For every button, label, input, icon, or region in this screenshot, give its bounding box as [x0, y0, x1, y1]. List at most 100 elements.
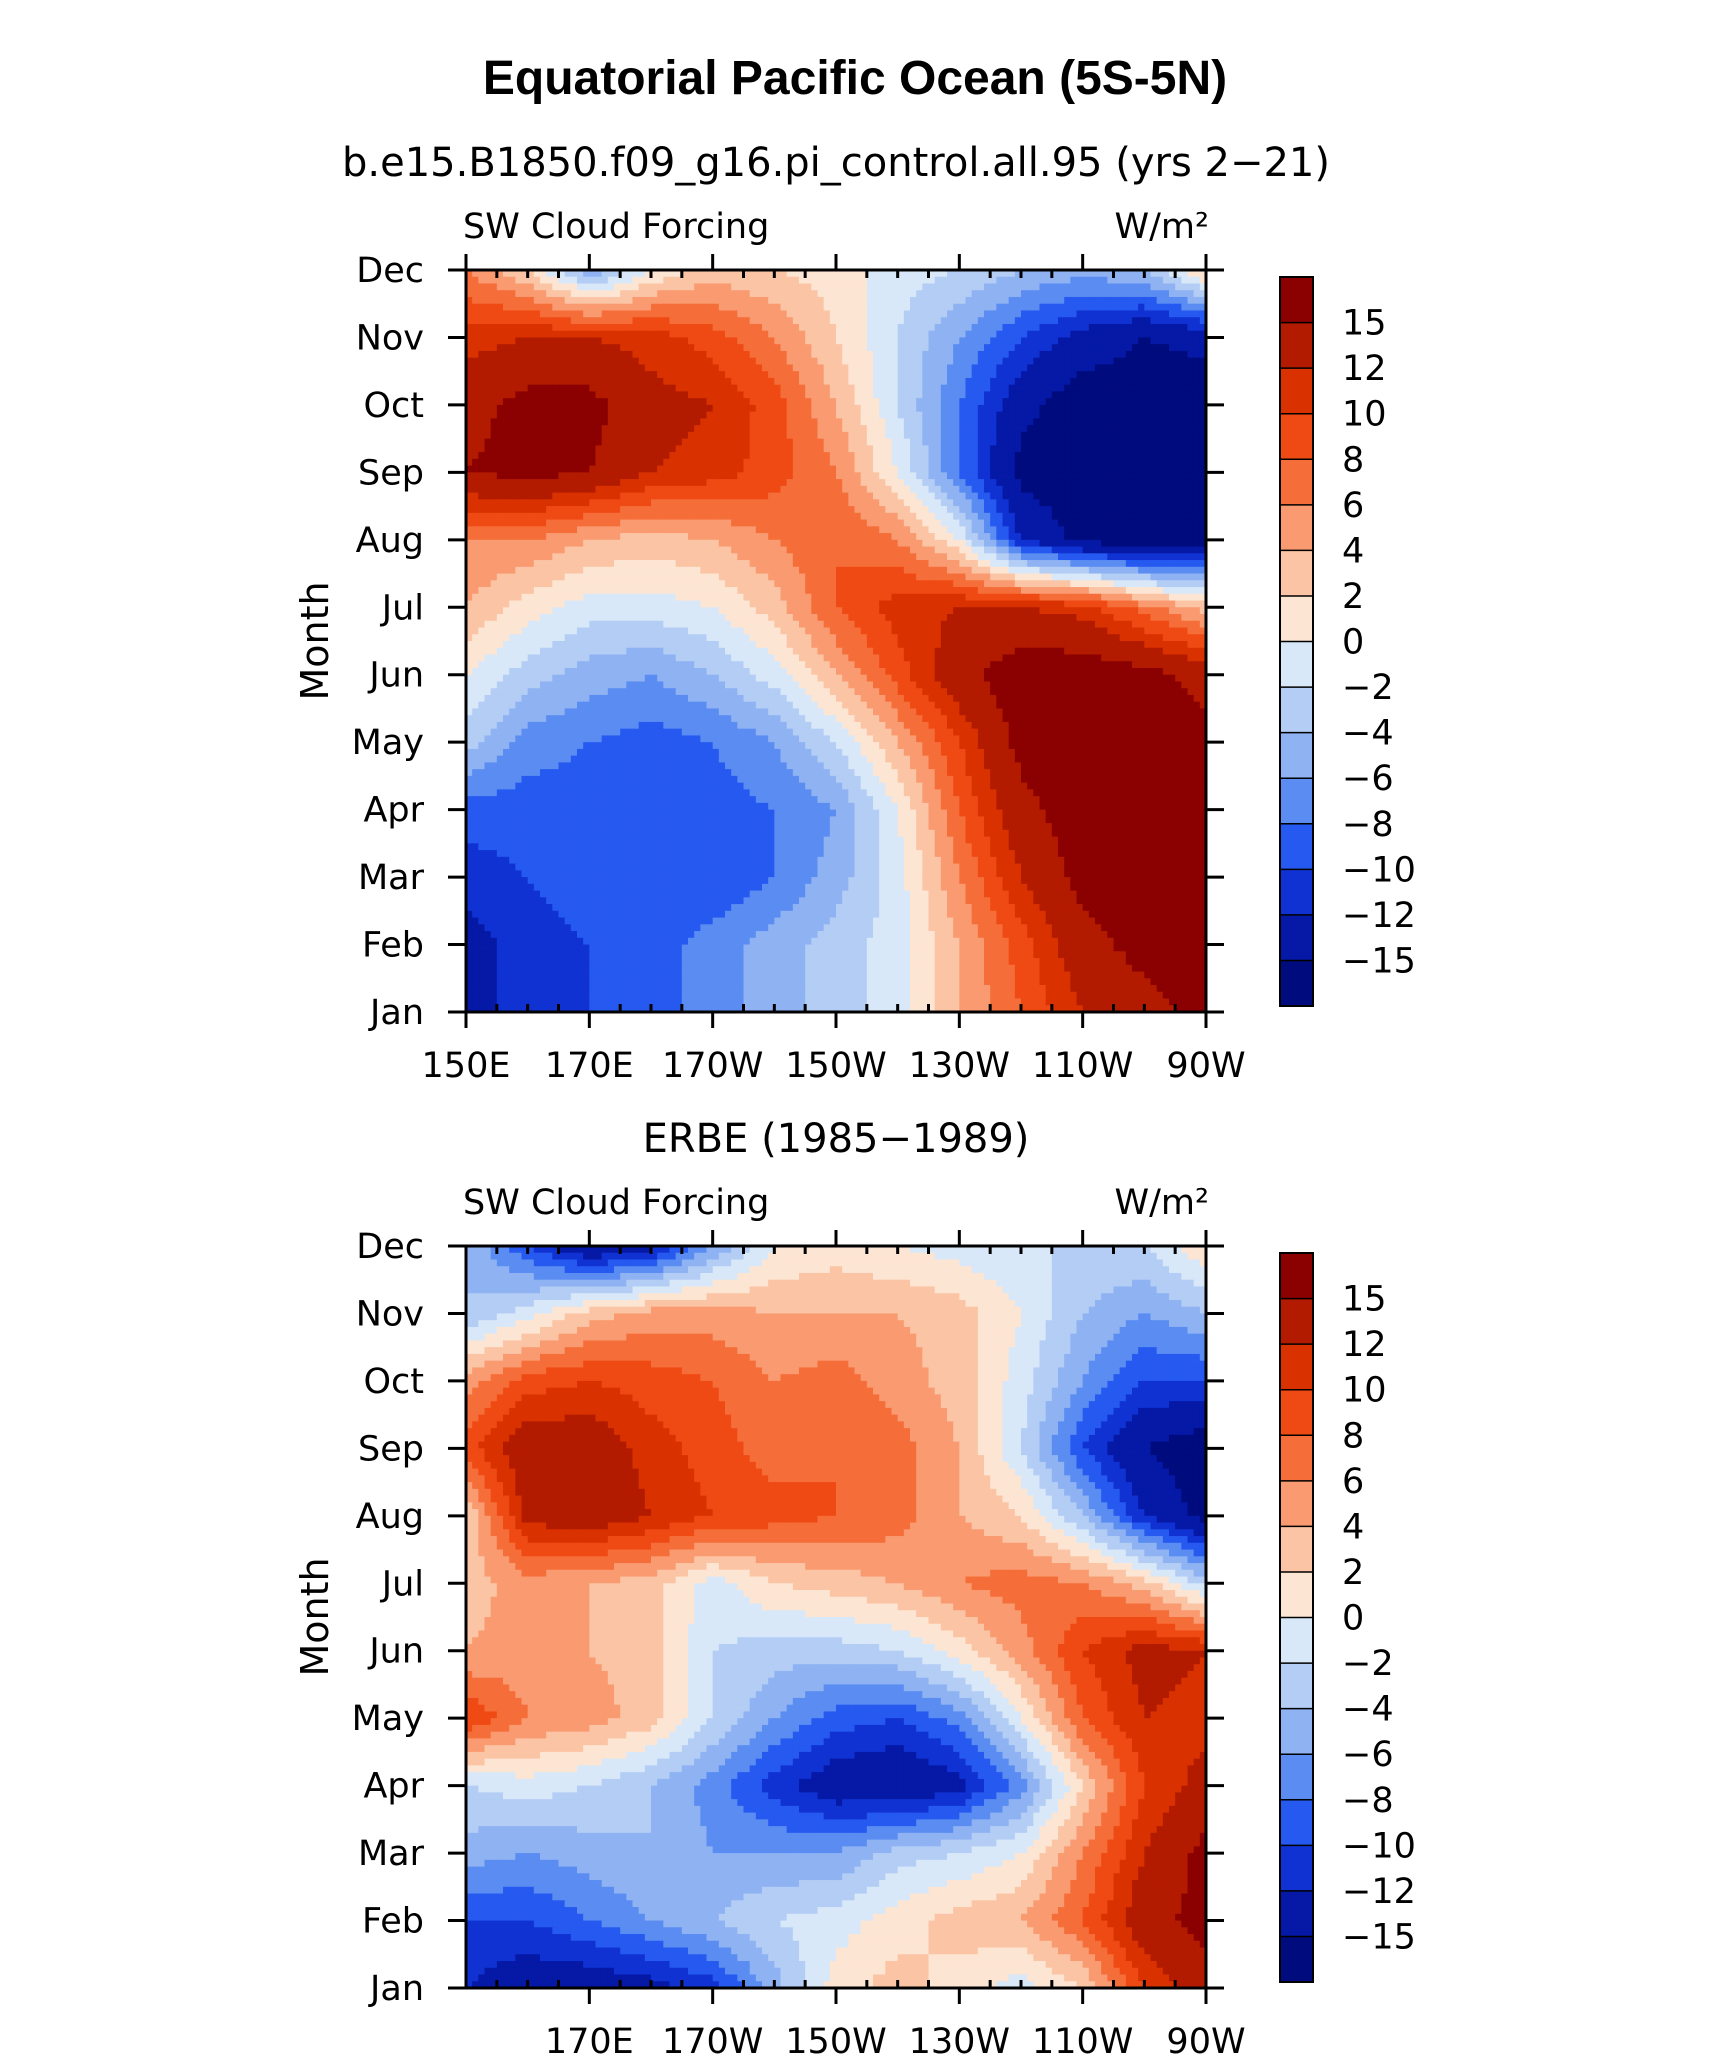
- contour-cell: [496, 479, 504, 487]
- contour-cell: [484, 519, 492, 528]
- contour-cell: [552, 371, 560, 379]
- contour-cell: [601, 539, 609, 548]
- contour-cell: [1125, 310, 1133, 318]
- contour-cell: [694, 404, 702, 413]
- contour-cell: [743, 290, 751, 298]
- contour-cell: [1181, 519, 1189, 528]
- contour-cell: [1101, 276, 1109, 285]
- contour-cell: [478, 357, 486, 366]
- contour-cell: [1162, 438, 1170, 447]
- contour-cell: [1021, 492, 1028, 501]
- contour-cell: [558, 303, 566, 312]
- contour-cell: [897, 411, 905, 420]
- contour-cell: [1138, 344, 1146, 352]
- contour-cell: [1113, 418, 1121, 426]
- contour-cell: [823, 283, 831, 291]
- contour-cell: [731, 526, 739, 534]
- contour-cell: [1199, 492, 1206, 501]
- contour-cell: [681, 344, 689, 352]
- contour-cell: [947, 377, 954, 386]
- contour-cell: [1150, 337, 1158, 345]
- contour-cell: [614, 377, 621, 386]
- contour-cell: [700, 377, 708, 386]
- contour-cell: [792, 418, 800, 426]
- contour-cell: [805, 290, 813, 298]
- contour-cell: [1199, 458, 1206, 467]
- contour-cell: [577, 526, 584, 534]
- contour-cell: [977, 303, 985, 312]
- contour-cell: [503, 512, 510, 521]
- contour-cell: [1045, 364, 1053, 372]
- contour-cell: [589, 296, 597, 305]
- contour-cell: [1095, 431, 1102, 440]
- contour-cell: [910, 404, 917, 413]
- contour-cell: [996, 310, 1004, 318]
- contour-cell: [725, 512, 732, 521]
- contour-cell: [737, 479, 745, 487]
- contour-cell: [1150, 533, 1158, 541]
- contour-cell: [953, 310, 961, 318]
- contour-cell: [718, 377, 726, 386]
- contour-cell: [472, 290, 480, 298]
- contour-cell: [595, 330, 603, 339]
- contour-cell: [928, 411, 936, 420]
- contour-cell: [669, 526, 677, 534]
- contour-cell: [712, 384, 720, 393]
- contour-cell: [1169, 384, 1176, 393]
- contour-cell: [990, 506, 998, 514]
- contour-cell: [706, 465, 714, 474]
- contour-cell: [780, 492, 788, 501]
- contour-cell: [564, 330, 572, 339]
- contour-cell: [842, 398, 850, 406]
- contour-cell: [1070, 452, 1078, 460]
- contour-cell: [614, 546, 621, 555]
- contour-cell: [484, 296, 492, 305]
- contour-cell: [663, 546, 671, 555]
- contour-cell: [984, 533, 991, 541]
- contour-cell: [799, 404, 806, 413]
- contour-cell: [1088, 398, 1096, 406]
- contour-cell: [836, 357, 843, 366]
- contour-cell: [577, 479, 584, 487]
- contour-cell: [657, 458, 665, 467]
- contour-cell: [1101, 384, 1109, 393]
- contour-cell: [774, 303, 782, 312]
- contour-cell: [854, 438, 862, 447]
- contour-cell: [854, 431, 862, 440]
- contour-cell: [786, 438, 794, 447]
- contour-cell: [897, 512, 905, 521]
- contour-cell: [638, 546, 646, 555]
- contour-cell: [996, 512, 1004, 521]
- contour-cell: [971, 445, 979, 453]
- contour-cell: [1027, 431, 1035, 440]
- contour-cell: [503, 310, 510, 318]
- contour-cell: [848, 276, 856, 285]
- contour-cell: [749, 418, 757, 426]
- contour-cell: [897, 438, 905, 447]
- contour-cell: [1088, 452, 1096, 460]
- contour-cell: [1002, 317, 1010, 325]
- contour-cell: [792, 411, 800, 420]
- contour-cell: [564, 506, 572, 514]
- contour-cell: [780, 391, 788, 399]
- contour-cell: [817, 431, 825, 440]
- contour-cell: [1119, 283, 1127, 291]
- contour-cell: [589, 452, 597, 460]
- contour-cell: [1107, 317, 1115, 325]
- contour-cell: [614, 364, 621, 372]
- contour-cell: [1039, 290, 1047, 298]
- contour-cell: [1045, 290, 1053, 298]
- contour-cell: [552, 431, 560, 440]
- contour-cell: [688, 404, 695, 413]
- contour-cell: [632, 425, 640, 433]
- contour-cell: [971, 357, 979, 366]
- contour-cell: [1156, 276, 1164, 285]
- contour-cell: [614, 512, 621, 521]
- contour-cell: [1082, 452, 1090, 460]
- contour-cell: [1051, 533, 1059, 541]
- contour-cell: [1150, 391, 1158, 399]
- contour-cell: [990, 317, 998, 325]
- contour-cell: [651, 364, 658, 372]
- contour-cell: [1156, 485, 1164, 494]
- contour-cell: [496, 371, 504, 379]
